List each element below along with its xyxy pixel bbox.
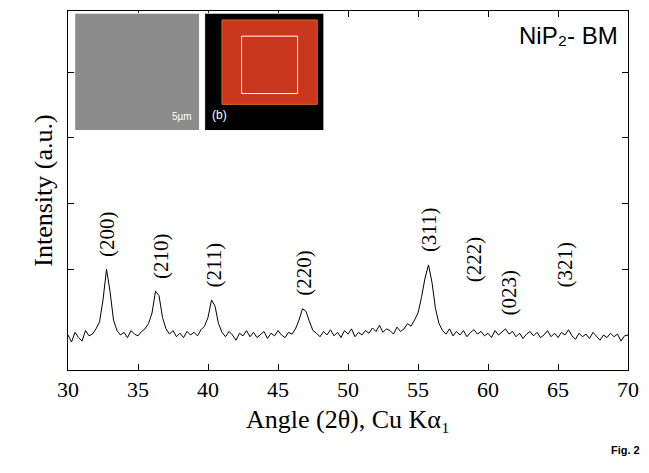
- svg-text:70: 70: [617, 377, 639, 402]
- svg-text:(023): (023): [497, 270, 521, 316]
- svg-text:(b): (b): [212, 108, 227, 122]
- svg-text:60: 60: [477, 377, 499, 402]
- svg-text:55: 55: [407, 377, 429, 402]
- svg-text:(321): (321): [553, 242, 577, 288]
- svg-text:(222): (222): [462, 237, 486, 283]
- svg-text:(200): (200): [95, 212, 119, 258]
- svg-text:Fig. 2: Fig. 2: [611, 444, 640, 456]
- svg-text:35: 35: [127, 377, 149, 402]
- svg-text:30: 30: [57, 377, 79, 402]
- svg-text:(211): (211): [202, 243, 226, 288]
- svg-text:(220): (220): [292, 250, 316, 296]
- svg-text:50: 50: [337, 377, 359, 402]
- svg-text:65: 65: [547, 377, 569, 402]
- svg-text:40: 40: [197, 377, 219, 402]
- svg-text:Angle (2θ), Cu Kα₁: Angle (2θ), Cu Kα₁: [246, 405, 450, 434]
- svg-text:(311): (311): [417, 207, 441, 252]
- svg-text:45: 45: [267, 377, 289, 402]
- svg-text:5µm: 5µm: [172, 111, 192, 122]
- svg-text:Intensity (a.u.): Intensity (a.u.): [29, 114, 58, 266]
- svg-text:(210): (210): [149, 234, 173, 280]
- svg-text:NiP₂- BM: NiP₂- BM: [519, 22, 618, 49]
